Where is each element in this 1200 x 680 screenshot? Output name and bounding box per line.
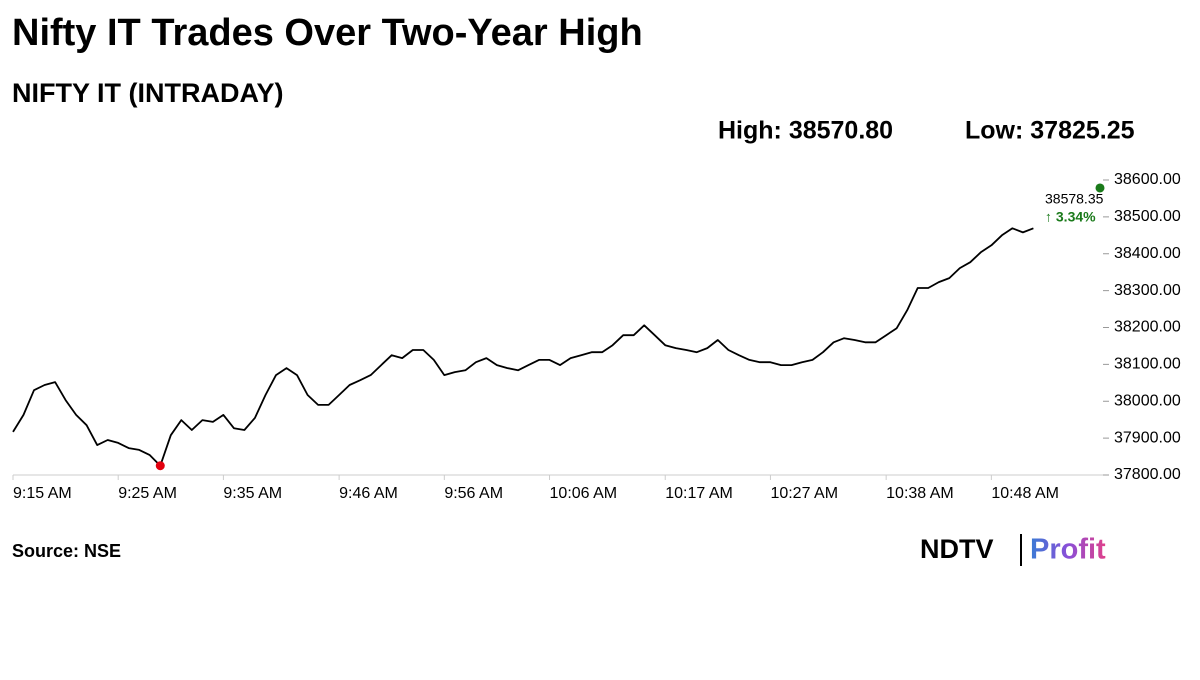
y-tick-label: 38200.00 (1114, 319, 1181, 336)
x-tick-label: 9:46 AM (339, 485, 398, 502)
x-tick-label: 9:25 AM (118, 485, 177, 502)
x-tick-label: 10:06 AM (550, 485, 618, 502)
y-tick-label: 38100.00 (1114, 356, 1181, 373)
low-label: Low: 37825.25 (965, 117, 1135, 145)
x-tick-label: 10:17 AM (665, 485, 733, 502)
y-tick-label: 38600.00 (1114, 171, 1181, 188)
source: Source: NSE (12, 541, 121, 561)
x-tick-label: 10:48 AM (991, 485, 1059, 502)
last-marker (1095, 183, 1105, 193)
price-line (12, 227, 1034, 467)
logo-profit: Profit (1030, 534, 1106, 566)
y-tick-label: 37800.00 (1114, 466, 1181, 483)
high-label: High: 38570.80 (718, 117, 893, 145)
x-tick-label: 9:35 AM (223, 485, 282, 502)
y-tick-label: 38400.00 (1114, 245, 1181, 262)
low-marker (155, 461, 165, 471)
y-tick-label: 38500.00 (1114, 208, 1181, 225)
logo-ndtv: NDTV (920, 534, 994, 564)
x-tick-label: 9:56 AM (444, 485, 503, 502)
x-tick-label: 10:27 AM (770, 485, 838, 502)
y-tick-label: 38000.00 (1114, 392, 1181, 409)
chart-subtitle: NIFTY IT (INTRADAY) (12, 78, 284, 108)
y-tick-label: 38300.00 (1114, 282, 1181, 299)
chart-title: Nifty IT Trades Over Two-Year High (12, 12, 643, 54)
x-tick-label: 9:15 AM (13, 485, 72, 502)
last-value-label: 38578.35 (1045, 191, 1104, 207)
y-tick-label: 37900.00 (1114, 429, 1181, 446)
x-tick-label: 10:38 AM (886, 485, 954, 502)
change-label: ↑ 3.34% (1045, 209, 1096, 225)
